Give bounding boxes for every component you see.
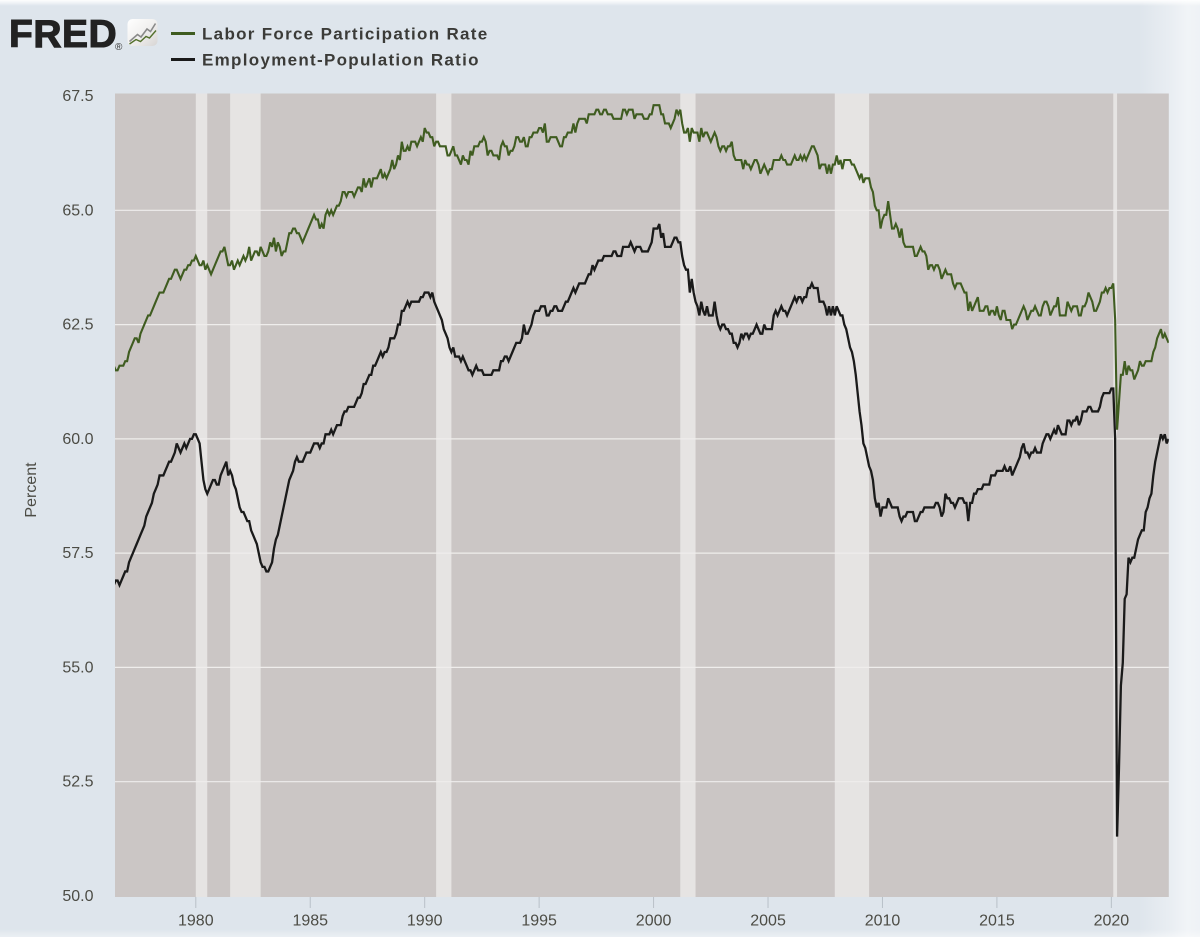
recession-band xyxy=(680,93,696,897)
fred-logo-text: FRED xyxy=(9,13,117,56)
x-tick-label: 1980 xyxy=(178,913,214,930)
y-tick-label: 55.0 xyxy=(62,659,93,676)
x-tick-label: 1995 xyxy=(521,913,557,930)
x-tick-label: 1990 xyxy=(407,913,443,930)
line-chart-icon xyxy=(127,19,158,46)
y-tick-label: 57.5 xyxy=(62,545,93,562)
x-tick-label: 2010 xyxy=(865,913,901,930)
x-tick-label: 2005 xyxy=(750,913,786,930)
x-tick-label: 1985 xyxy=(292,913,328,930)
gridlines xyxy=(115,209,1169,783)
recession-band xyxy=(834,93,870,897)
y-tick-label: 62.5 xyxy=(62,317,93,334)
legend-label-employment-population: Employment-Population Ratio xyxy=(202,51,480,70)
registered-trademark: ® xyxy=(115,42,123,53)
legend-label-participation-rate: Labor Force Participation Rate xyxy=(202,25,489,44)
y-axis-title: Percent xyxy=(23,462,40,518)
x-tick-label: 2000 xyxy=(636,913,672,930)
y-axis-labels: 67.5 65.0 62.5 60.0 57.5 55.0 52.5 50.0 xyxy=(62,88,93,905)
bottom-edge-fade xyxy=(0,929,1200,937)
top-edge-fade xyxy=(0,0,1200,6)
y-tick-label: 65.0 xyxy=(62,202,93,219)
y-tick-label: 50.0 xyxy=(62,888,93,905)
series-line-labor-force-participation-rate xyxy=(115,104,1169,430)
recession-band xyxy=(195,93,208,897)
recession-band xyxy=(436,93,452,897)
recession-bands xyxy=(195,93,1118,897)
fred-logo[interactable]: FRED ® xyxy=(8,12,158,57)
y-tick-label: 60.0 xyxy=(62,431,93,448)
x-axis-labels: 1980 1985 1990 1995 2000 2005 2010 2015 … xyxy=(178,913,1129,930)
x-tick-label: 2020 xyxy=(1094,913,1130,930)
x-axis-ticks xyxy=(195,897,1112,908)
x-tick-label: 2015 xyxy=(979,913,1015,930)
y-tick-label: 52.5 xyxy=(62,774,93,791)
data-series xyxy=(115,104,1169,837)
plot-area xyxy=(115,93,1169,897)
chart-legend: Labor Force Participation Rate Employmen… xyxy=(171,25,489,70)
y-tick-label: 67.5 xyxy=(62,88,93,105)
recession-band xyxy=(230,93,261,897)
series-line-employment-population-ratio xyxy=(115,223,1169,837)
